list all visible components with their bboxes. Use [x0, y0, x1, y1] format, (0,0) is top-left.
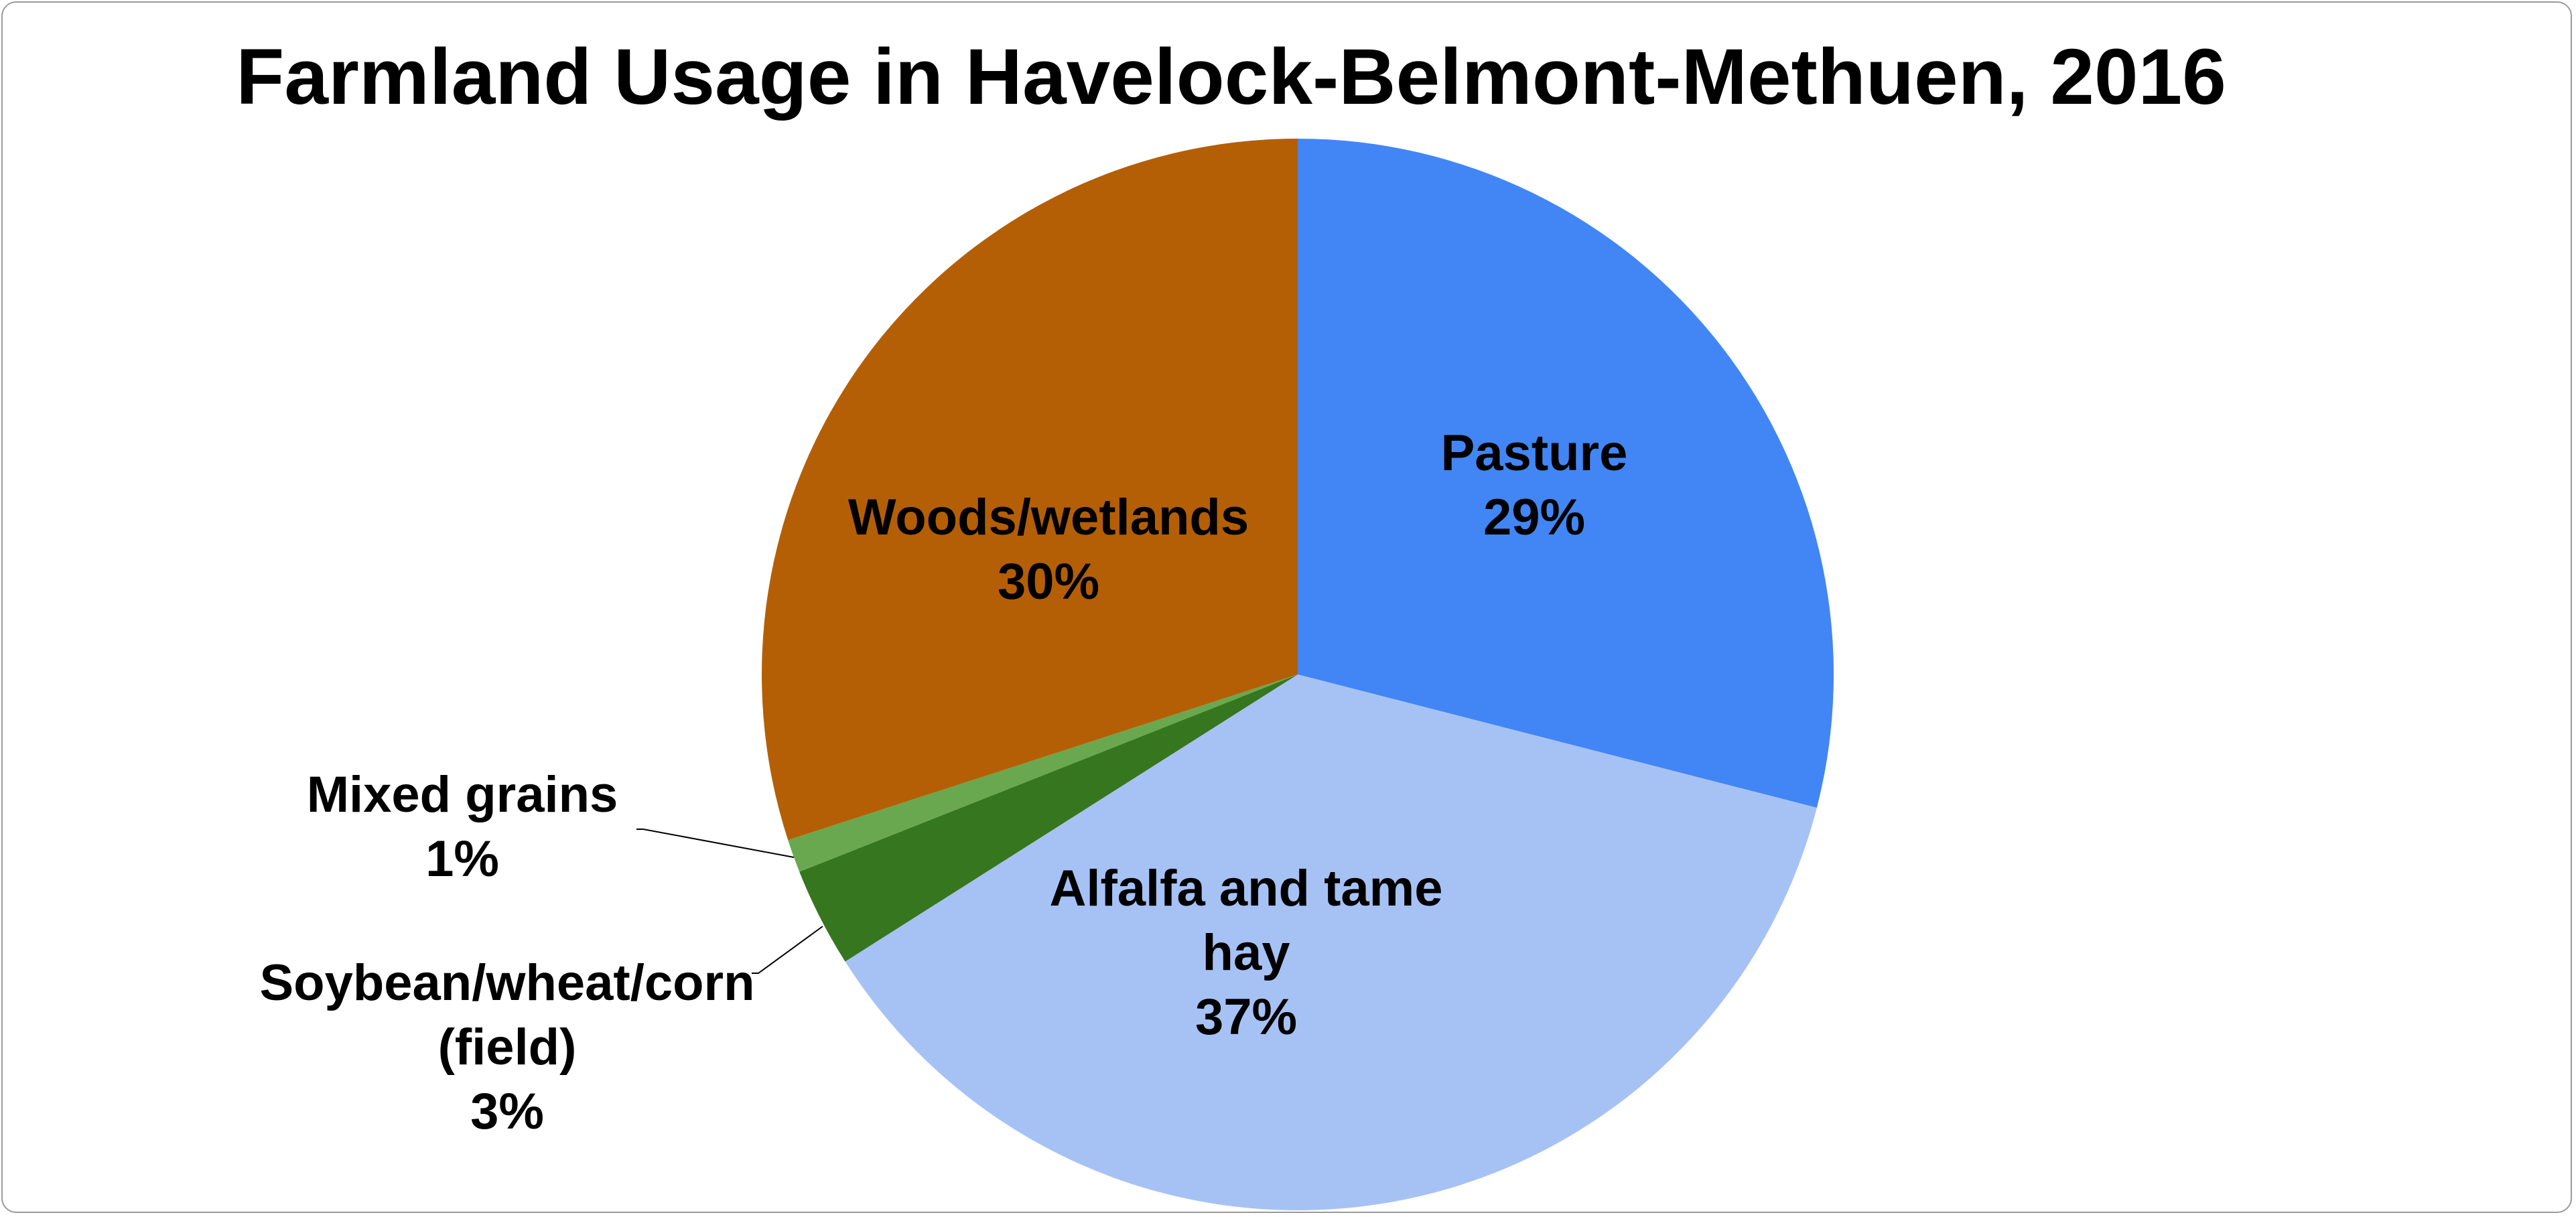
pie-slice-soybean-wheat-corn-field — [799, 674, 1298, 962]
slice-name-label: (field) — [438, 1019, 577, 1076]
pie-slices — [761, 139, 1834, 1210]
slice-value-label: 30% — [998, 553, 1099, 610]
slice-label: Mixed grains 1% — [307, 766, 618, 887]
slice-value-label: 1% — [425, 831, 499, 887]
leader-line — [752, 926, 823, 974]
pie-slice-mixed-grains — [788, 674, 1298, 872]
slice-value-label: 37% — [1195, 989, 1297, 1046]
slice-name-label: hay — [1203, 924, 1290, 981]
pie-slice-pasture — [1298, 139, 1834, 808]
slice-name-label: Soybean/wheat/corn — [259, 954, 754, 1011]
chart-title: Farmland Usage in Havelock-Belmont-Methu… — [236, 33, 2226, 121]
pie-slice-woods-wetlands — [761, 139, 1298, 841]
slice-value-label: 29% — [1483, 489, 1585, 546]
slice-name-label: Pasture — [1441, 425, 1628, 482]
slice-label: Soybean/wheat/corn (field) 3% — [259, 954, 754, 1140]
leader-line — [636, 829, 795, 858]
slice-name-label: Woods/wetlands — [848, 489, 1249, 546]
slice-label: Alfalfa and tame hay 37% — [1049, 860, 1442, 1046]
slice-label: Woods/wetlands 30% — [848, 489, 1249, 610]
slice-labels: Pasture 29% Alfalfa and tame hay 37% Soybean/… — [259, 425, 1627, 1140]
slice-value-label: 3% — [470, 1083, 544, 1140]
slice-label: Pasture 29% — [1441, 425, 1628, 546]
leader-lines — [636, 829, 823, 974]
slice-name-label: Alfalfa and tame — [1049, 860, 1442, 917]
pie-slice-alfalfa-and-tame-hay — [845, 674, 1817, 1210]
slice-name-label: Mixed grains — [307, 766, 618, 823]
